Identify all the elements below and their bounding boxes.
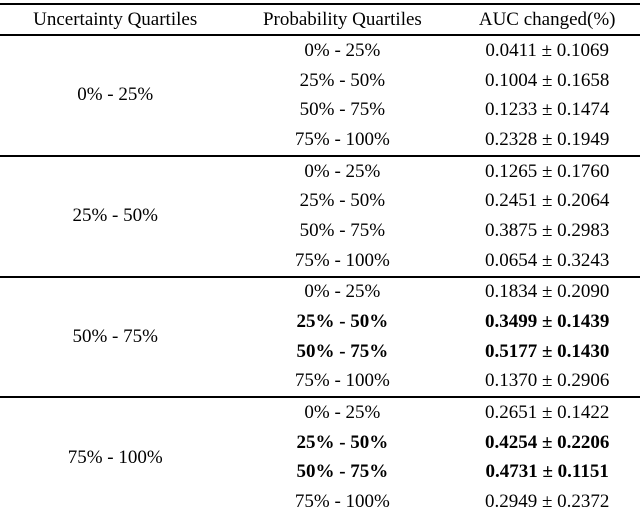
- table-row: 50% - 75% 0.4731 ± 0.1151: [0, 458, 640, 488]
- quartile-group: 75% - 100% 0% - 25% 0.2651 ± 0.1422 25% - 5…: [0, 397, 640, 517]
- uncertainty-quartile-cell: 75% - 100%: [67, 446, 163, 468]
- table-header: Uncertainty Quartiles Probability Quarti…: [0, 4, 640, 35]
- auc-changed-cell: 0.1834 ± 0.2090: [484, 281, 610, 303]
- uncertainty-quartile-cell: 50% - 75%: [72, 325, 158, 347]
- col-header-probability-quartiles: Probability Quartiles: [262, 8, 422, 30]
- probability-quartile-cell: 25% - 50%: [299, 69, 386, 91]
- probability-quartile-cell: 50% - 75%: [299, 219, 386, 241]
- auc-changed-cell: 0.2949 ± 0.2372: [484, 491, 610, 513]
- col-header-uncertainty-quartiles: Uncertainty Quartiles: [33, 8, 198, 30]
- table-row: 75% - 100% 0.2949 ± 0.2372: [0, 487, 640, 517]
- probability-quartile-cell: 0% - 25%: [304, 281, 381, 303]
- table-row: 25% - 50% 0.1004 ± 0.1658: [0, 66, 640, 96]
- table-row: 25% - 50% 0.3499 ± 0.1439: [0, 307, 640, 337]
- table-row: 50% - 75% 0.5177 ± 0.1430: [0, 337, 640, 367]
- uncertainty-quartile-cell: 0% - 25%: [77, 84, 154, 106]
- auc-changed-cell: 0.4731 ± 0.1151: [485, 461, 609, 483]
- table-row: 25% - 50% 0.4254 ± 0.2206: [0, 428, 640, 458]
- probability-quartile-cell: 25% - 50%: [299, 190, 386, 212]
- uncertainty-probability-auc-table: Uncertainty Quartiles Probability Quarti…: [0, 3, 640, 517]
- probability-quartile-cell: 0% - 25%: [304, 402, 381, 424]
- table-row: 50% - 75% 0.1233 ± 0.1474: [0, 95, 640, 125]
- probability-quartile-cell: 75% - 100%: [294, 491, 390, 513]
- auc-changed-cell: 0.5177 ± 0.1430: [484, 340, 610, 362]
- table-row: 75% - 100% 0.2328 ± 0.1949: [0, 125, 640, 156]
- probability-quartile-cell: 50% - 75%: [296, 461, 389, 483]
- auc-changed-cell: 0.0654 ± 0.3243: [484, 249, 610, 271]
- probability-quartile-cell: 0% - 25%: [304, 39, 381, 61]
- table-row: 75% - 100% 0% - 25% 0.2651 ± 0.1422: [0, 397, 640, 468]
- auc-changed-cell: 0.3499 ± 0.1439: [484, 311, 610, 333]
- col-header-auc-changed: AUC changed(%): [478, 8, 616, 30]
- auc-changed-cell: 0.2651 ± 0.1422: [484, 402, 610, 424]
- auc-changed-cell: 0.2328 ± 0.1949: [484, 128, 610, 150]
- probability-quartile-cell: 25% - 50%: [296, 311, 389, 333]
- auc-changed-cell: 0.3875 ± 0.2983: [484, 219, 610, 241]
- auc-changed-cell: 0.0411 ± 0.1069: [485, 39, 610, 61]
- probability-quartile-cell: 75% - 100%: [294, 249, 390, 271]
- probability-quartile-cell: 75% - 100%: [294, 128, 390, 150]
- uncertainty-quartile-cell: 25% - 50%: [72, 205, 158, 227]
- table-row: 25% - 50% 0.2451 ± 0.2064: [0, 186, 640, 216]
- probability-quartile-cell: 50% - 75%: [299, 99, 386, 121]
- table-row: 75% - 100% 0.1370 ± 0.2906: [0, 367, 640, 398]
- auc-changed-cell: 0.2451 ± 0.2064: [484, 190, 610, 212]
- probability-quartile-cell: 75% - 100%: [294, 370, 390, 392]
- header-row: Uncertainty Quartiles Probability Quarti…: [0, 4, 640, 35]
- probability-quartile-cell: 0% - 25%: [304, 160, 381, 182]
- auc-changed-cell: 0.4254 ± 0.2206: [484, 431, 610, 453]
- table-row: 0% - 25% 0% - 25% 0.0411 ± 0.1069: [0, 35, 640, 106]
- auc-changed-cell: 0.1265 ± 0.1760: [484, 160, 610, 182]
- quartile-group: 50% - 75% 0% - 25% 0.1834 ± 0.2090 25% - 50…: [0, 276, 640, 398]
- table-row: 50% - 75% 0.3875 ± 0.2983: [0, 216, 640, 246]
- probability-quartile-cell: 25% - 50%: [296, 431, 389, 453]
- quartile-group: 25% - 50% 0% - 25% 0.1265 ± 0.1760 25% - 50…: [0, 155, 640, 277]
- auc-changed-cell: 0.1370 ± 0.2906: [484, 370, 610, 392]
- auc-changed-cell: 0.1233 ± 0.1474: [484, 99, 610, 121]
- auc-changed-cell: 0.1004 ± 0.1658: [484, 69, 610, 91]
- probability-quartile-cell: 50% - 75%: [296, 340, 389, 362]
- table-row: 50% - 75% 0% - 25% 0.1834 ± 0.2090: [0, 277, 640, 347]
- quartile-group: 0% - 25% 0% - 25% 0.0411 ± 0.1069 25% - 50%…: [0, 35, 640, 156]
- table-row: 25% - 50% 0% - 25% 0.1265 ± 0.1760: [0, 156, 640, 227]
- table-row: 75% - 100% 0.0654 ± 0.3243: [0, 246, 640, 277]
